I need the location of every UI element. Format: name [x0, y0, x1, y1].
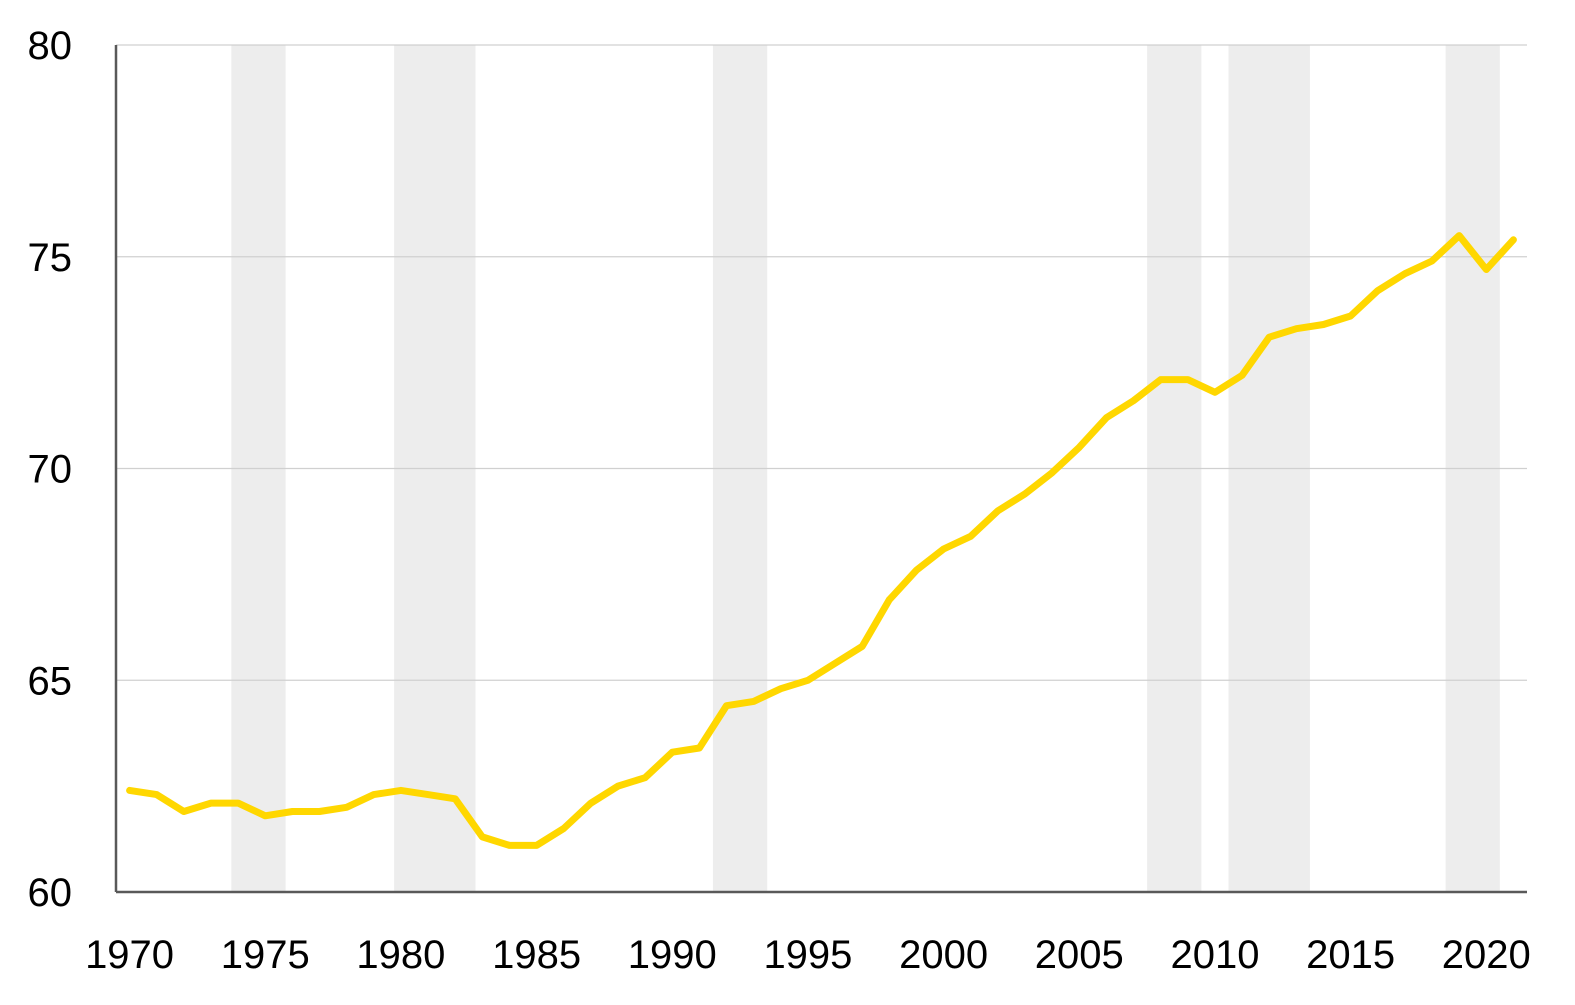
series-line [126, 232, 1517, 849]
axes [114, 45, 1527, 894]
x-tick-label: 1980 [356, 933, 445, 977]
y-tick-labels: 60 65 70 75 80 [28, 24, 73, 915]
x-tick-labels: 1970 1975 1980 1985 1990 1995 2000 2005 2010 2015… [85, 933, 1531, 977]
x-tick-label: 1975 [221, 933, 310, 977]
y-tick-label: 80 [28, 24, 73, 68]
x-tick-label: 1990 [628, 933, 717, 977]
x-tick-label: 2010 [1170, 933, 1259, 977]
x-tick-label: 2005 [1035, 933, 1124, 977]
y-tick-label: 65 [28, 659, 73, 703]
x-tick-label: 1995 [763, 933, 852, 977]
y-tick-label: 75 [28, 236, 73, 280]
x-tick-label: 2020 [1442, 933, 1531, 977]
x-tick-label: 1970 [85, 933, 174, 977]
y-tick-label: 70 [28, 448, 73, 492]
gridlines [116, 44, 1527, 681]
x-tick-label: 1985 [492, 933, 581, 977]
series [126, 232, 1517, 849]
y-tick-label: 60 [28, 871, 73, 915]
x-tick-label: 2015 [1306, 933, 1395, 977]
x-tick-label: 2000 [899, 933, 988, 977]
